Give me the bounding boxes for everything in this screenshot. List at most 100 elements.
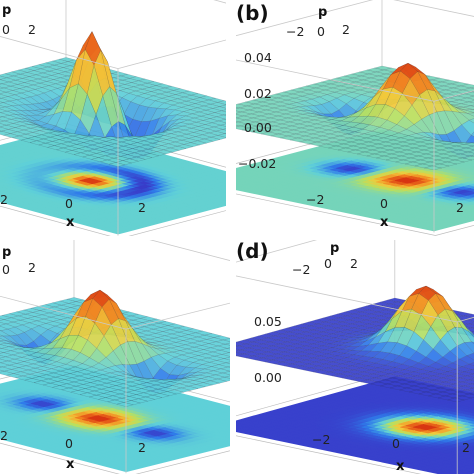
- floor-heatmap-cell: [230, 406, 243, 409]
- floor-heatmap-cell: [236, 199, 248, 202]
- floor-heatmap-cell: [229, 418, 230, 420]
- floor-heatmap-cell: [240, 440, 253, 443]
- floor-heatmap-cell: [216, 196, 226, 201]
- surface-patch: [470, 131, 474, 137]
- floor-heatmap-cell: [463, 184, 474, 189]
- panel-b: [236, 0, 474, 236]
- floor-heatmap-cell: [464, 174, 474, 178]
- floor-heatmap-cell: [224, 407, 230, 411]
- surface-patch: [210, 102, 226, 107]
- box-edge: [393, 0, 474, 17]
- surface-patch: [229, 352, 230, 353]
- surface-patch: [221, 352, 230, 357]
- floor-heatmap-cell: [471, 214, 474, 217]
- floor-heatmap-cell: [233, 438, 246, 441]
- surface-patch: [217, 344, 230, 349]
- floor-heatmap-cell: [221, 426, 230, 430]
- floor-heatmap-cell: [466, 204, 474, 209]
- floor-heatmap-cell: [217, 199, 226, 204]
- floor-heatmap-cell: [470, 187, 474, 190]
- floor-heatmap-cell: [467, 166, 474, 170]
- floor-heatmap-cell: [467, 180, 474, 184]
- floor-frame: [236, 127, 474, 234]
- box-edge: [0, 36, 119, 69]
- floor-heatmap-cell: [466, 177, 474, 181]
- floor-heatmap-cell: [237, 408, 250, 411]
- surface-patch: [220, 123, 226, 127]
- box-edge: [236, 0, 374, 37]
- floor-heatmap-cell: [465, 187, 474, 192]
- floor-heatmap-cell: [220, 411, 230, 416]
- floor-frame: [0, 362, 230, 474]
- box-edge: [236, 59, 435, 102]
- floor-heatmap-cell: [471, 200, 474, 203]
- surface-patch: [471, 142, 474, 144]
- floor-heatmap-cell: [222, 185, 226, 188]
- floor-heatmap-cell: [224, 203, 226, 204]
- surface-patch: [467, 150, 474, 154]
- floor-heatmap-cell: [219, 192, 226, 196]
- floor-heatmap-cell: [222, 199, 226, 202]
- floor-heatmap-cell: [219, 177, 226, 182]
- floor-heatmap-cell: [233, 413, 246, 416]
- surface-patch: [470, 104, 474, 107]
- floor-heatmap-cell: [224, 177, 226, 179]
- floor-heatmap-cell: [223, 418, 230, 422]
- surface-patch: [464, 91, 474, 97]
- surface-patch: [135, 155, 153, 160]
- surface-patch: [458, 147, 474, 153]
- surface-patch: [156, 149, 174, 155]
- floor-heatmap-cell: [215, 171, 226, 176]
- floor-heatmap-cell: [227, 414, 230, 417]
- surface-patch: [439, 161, 457, 167]
- floor-heatmap-cell: [229, 443, 230, 445]
- floor-heatmap-cell: [225, 436, 230, 439]
- surface-patch: [220, 109, 226, 113]
- floor-heatmap-cell: [224, 432, 230, 436]
- floor-heatmap-cell: [468, 193, 474, 198]
- floor-heatmap-cell: [217, 174, 226, 179]
- surface-patch: [466, 95, 474, 100]
- surface-patch: [222, 128, 226, 131]
- surface-patch: [190, 140, 208, 146]
- floor-heatmap-cell: [218, 188, 226, 193]
- surface-patch: [162, 147, 180, 153]
- floor-heatmap-cell: [213, 179, 226, 184]
- surface-patch: [222, 114, 226, 116]
- floor-heatmap-cell: [471, 162, 474, 165]
- floor-heatmap-cell: [231, 201, 243, 204]
- surface-patch: [122, 158, 140, 164]
- floor-heatmap-cell: [221, 440, 230, 445]
- floor-heatmap-cell: [465, 201, 474, 206]
- floor-heatmap-cell: [467, 218, 474, 222]
- surface-patch: [213, 125, 226, 130]
- floor-heatmap-cell: [220, 437, 230, 441]
- floor-heatmap-cell: [469, 169, 474, 173]
- floor-heatmap-cell: [464, 212, 474, 216]
- panel-a: [0, 0, 253, 236]
- surface-patch: [108, 162, 126, 167]
- floor-outline: [0, 122, 226, 236]
- surface-patch: [225, 342, 230, 346]
- floor-heatmap-cell: [465, 215, 474, 220]
- floor-heatmap-cell: [218, 419, 230, 424]
- box-edge: [117, 39, 226, 69]
- surface-patch: [457, 93, 474, 99]
- surface-patch: [470, 86, 474, 89]
- floor-heatmap-cell: [225, 421, 230, 425]
- floor-heatmap-cell: [221, 195, 226, 199]
- floor-heatmap-cell: [470, 159, 474, 162]
- surface-patch: [465, 109, 474, 113]
- floor-heatmap-cell: [222, 415, 230, 419]
- floor-heatmap-cell: [216, 185, 226, 190]
- surface-patch: [424, 165, 442, 171]
- floor-heatmap-cell: [228, 194, 240, 197]
- floor-heatmap-cell: [227, 439, 230, 442]
- surface-patch: [196, 138, 214, 144]
- floor-heatmap-cell: [228, 428, 230, 431]
- surface-patch: [469, 154, 474, 158]
- box-edge: [149, 240, 230, 262]
- box-edge: [433, 90, 474, 102]
- floor-heatmap-cell: [241, 198, 253, 201]
